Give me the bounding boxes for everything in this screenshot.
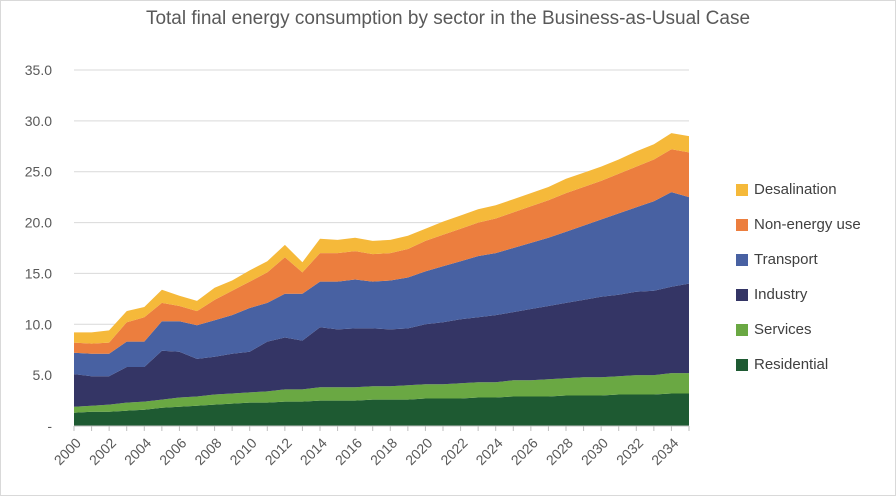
legend-item-services: Services	[736, 312, 861, 347]
area-transport	[74, 192, 689, 377]
x-tick-label: 2010	[226, 435, 259, 468]
y-tick-label: 35.0	[25, 62, 52, 78]
x-tick-label: 2016	[332, 435, 365, 468]
x-tick-label: 2006	[156, 435, 189, 468]
legend-swatch	[736, 323, 748, 336]
x-tick-label: 2018	[367, 435, 400, 468]
y-tick-label: 10.0	[25, 316, 52, 332]
legend-item-transport: Transport	[736, 242, 861, 277]
legend-label: Non-energy use	[754, 216, 861, 233]
legend-label: Desalination	[754, 181, 837, 198]
legend-item-desalination: Desalination	[736, 172, 861, 207]
x-tick-label: 2034	[648, 435, 681, 468]
legend-item-industry: Industry	[736, 277, 861, 312]
y-tick-label: 15.0	[25, 265, 52, 281]
y-tick-label: 25.0	[25, 164, 52, 180]
x-tick-label: 2008	[191, 435, 224, 468]
y-tick-label: 30.0	[25, 113, 52, 129]
legend-item-non-energy-use: Non-energy use	[736, 207, 861, 242]
legend-swatch	[736, 183, 748, 196]
y-tick-label: 5.0	[33, 367, 53, 383]
area-industry	[74, 283, 689, 407]
x-tick-label: 2024	[472, 435, 505, 468]
legend-swatch	[736, 253, 748, 266]
x-tick-label: 2020	[402, 435, 435, 468]
x-tick-label: 2022	[437, 435, 470, 468]
legend-item-residential: Residential	[736, 347, 861, 382]
area-residential	[74, 393, 689, 426]
x-tick-label: 2000	[51, 435, 84, 468]
x-tick-label: 2004	[121, 435, 154, 468]
area-non-energy-use	[74, 149, 689, 354]
legend-swatch	[736, 288, 748, 301]
y-tick-label: -	[47, 418, 52, 434]
x-tick-label: 2032	[613, 435, 646, 468]
x-tick-label: 2002	[86, 435, 119, 468]
legend: Desalination Non-energy use Transport Indus…	[736, 172, 861, 382]
x-tick-label: 2030	[578, 435, 611, 468]
legend-label: Transport	[754, 251, 818, 268]
x-tick-label: 2012	[262, 435, 295, 468]
area-series	[74, 133, 689, 426]
legend-label: Services	[754, 321, 812, 338]
y-tick-label: 20.0	[25, 215, 52, 231]
legend-label: Residential	[754, 356, 829, 373]
x-tick-label: 2014	[297, 435, 330, 468]
legend-label: Industry	[754, 286, 808, 303]
x-tick-label: 2026	[508, 435, 541, 468]
legend-swatch	[736, 358, 748, 371]
x-tick-label: 2028	[543, 435, 576, 468]
area-services	[74, 373, 689, 413]
area-desalination	[74, 133, 689, 344]
chart-title: Total final energy consumption by sector…	[145, 8, 751, 29]
legend-swatch	[736, 218, 748, 231]
